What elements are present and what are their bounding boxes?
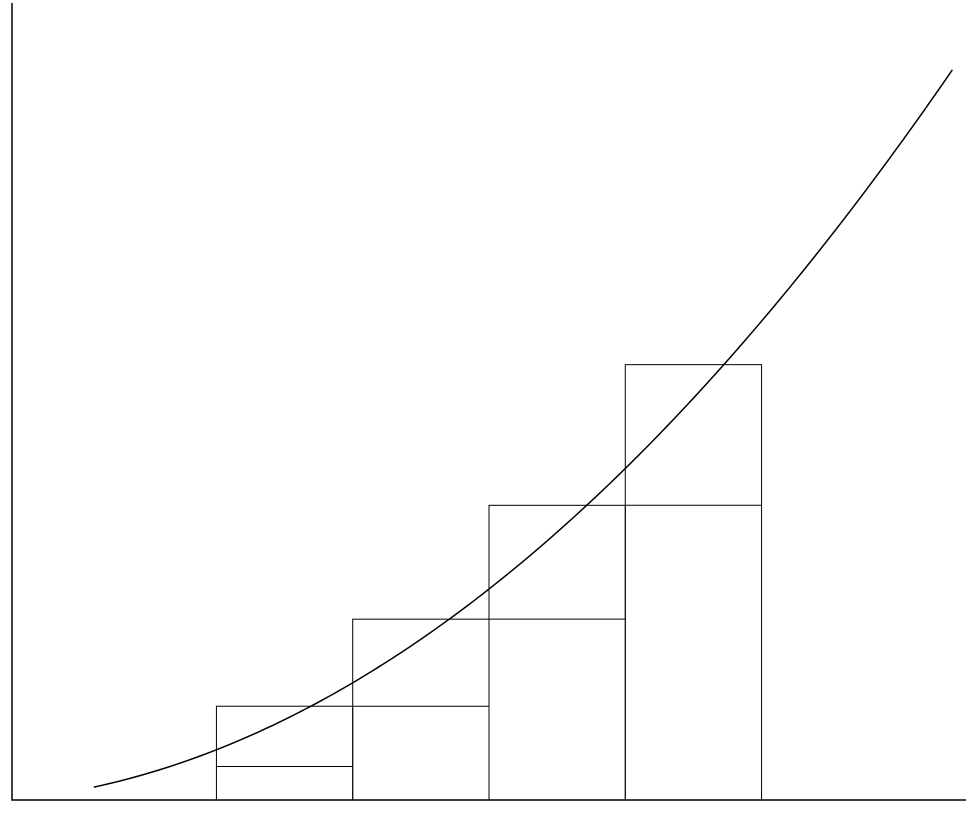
riemann-bar <box>353 619 489 800</box>
riemann-sum-chart <box>0 0 969 822</box>
chart-svg <box>0 0 969 822</box>
riemann-bar <box>489 505 625 800</box>
curve <box>94 70 953 787</box>
riemann-bar <box>625 365 761 800</box>
